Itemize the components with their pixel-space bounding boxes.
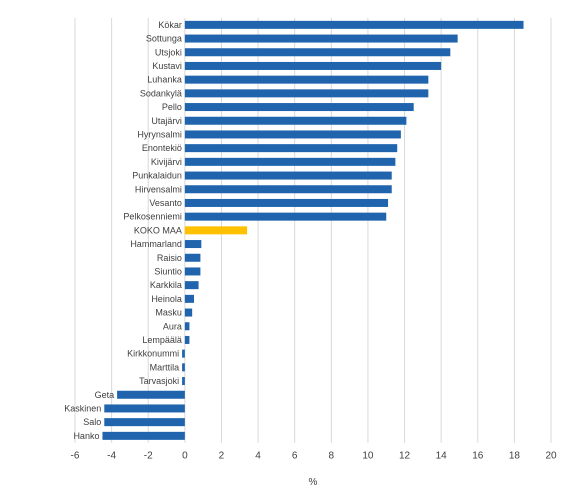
x-axis-title: % <box>309 477 318 488</box>
bar <box>184 48 451 57</box>
category-label: Salo <box>83 417 101 427</box>
category-label: KOKO MAA <box>134 225 182 235</box>
x-tick-label: 8 <box>329 451 335 462</box>
bar <box>184 240 202 249</box>
category-label: Kustavi <box>152 61 182 71</box>
category-label: Sottunga <box>146 34 182 44</box>
bar <box>184 281 199 290</box>
category-label: Kivijärvi <box>151 157 182 167</box>
category-label: Masku <box>155 308 182 318</box>
bar <box>184 253 201 262</box>
category-label: Geta <box>95 390 115 400</box>
category-label: Luhanka <box>147 75 182 85</box>
x-tick-label: -2 <box>144 451 153 462</box>
bar <box>104 418 185 427</box>
bar <box>104 404 185 413</box>
bar <box>102 431 185 440</box>
category-label: Hammarland <box>130 239 182 249</box>
category-label: Kökar <box>158 20 182 30</box>
category-label: Pelkosenniemi <box>123 212 182 222</box>
x-tick-label: 4 <box>255 451 261 462</box>
x-tick-label: -6 <box>71 451 80 462</box>
x-tick-label: 6 <box>292 451 298 462</box>
x-tick-labels: -6 -4 -2 0 2 4 6 8 10 12 14 16 18 20 <box>71 451 557 462</box>
x-tick-label: 0 <box>182 451 188 462</box>
x-tick-label: 20 <box>545 451 557 462</box>
x-tick-label: 10 <box>362 451 374 462</box>
bar <box>184 185 392 194</box>
bar <box>184 335 190 344</box>
bar <box>184 212 387 221</box>
category-label: Hanko <box>73 431 99 441</box>
bar <box>184 226 248 235</box>
category-label: Siuntio <box>154 266 182 276</box>
category-label: Heinola <box>151 294 182 304</box>
category-labels: Kökar Sottunga Utsjoki Kustavi Luhanka Sodank… <box>64 20 182 441</box>
category-label: Kaskinen <box>64 403 101 413</box>
category-label: Karkkila <box>150 280 182 290</box>
bar <box>184 61 442 70</box>
category-label: Enontekiö <box>142 143 182 153</box>
category-label: Utajärvi <box>151 116 182 126</box>
x-tick-label: 2 <box>219 451 225 462</box>
bar <box>184 171 392 180</box>
bar <box>184 144 398 153</box>
bar <box>184 20 524 29</box>
bar <box>184 308 193 317</box>
x-tick-label: -4 <box>107 451 116 462</box>
category-label: Punkalaidun <box>132 171 182 181</box>
x-tick-label: 18 <box>509 451 521 462</box>
category-label: Marttila <box>150 362 180 372</box>
category-label: Raisio <box>157 253 182 263</box>
bar <box>184 103 414 112</box>
x-tick-label: 14 <box>436 451 448 462</box>
category-label: Hirvensalmi <box>135 184 182 194</box>
bar <box>184 89 429 98</box>
bar <box>117 390 185 399</box>
bar <box>184 322 190 331</box>
bar <box>184 34 458 43</box>
category-label: Hyrynsalmi <box>137 129 182 139</box>
bars <box>102 20 524 440</box>
x-tick-label: 16 <box>472 451 484 462</box>
bar <box>184 294 194 303</box>
category-label: Tarvasjoki <box>139 376 179 386</box>
category-label: Utsjoki <box>155 47 182 57</box>
bar <box>182 377 185 386</box>
bar <box>182 363 185 372</box>
bar <box>184 267 201 276</box>
category-label: Aura <box>163 321 182 331</box>
bar <box>184 130 401 139</box>
category-label: Vesanto <box>149 198 182 208</box>
category-label: Sodankylä <box>140 88 182 98</box>
category-label: Kirkkonummi <box>127 349 179 359</box>
category-label: Pello <box>162 102 182 112</box>
category-label: Lempäälä <box>142 335 182 345</box>
bar <box>184 198 389 207</box>
bar <box>184 75 429 84</box>
bar <box>182 349 185 358</box>
bar <box>184 116 407 125</box>
bar <box>184 157 396 166</box>
x-tick-label: 12 <box>399 451 411 462</box>
